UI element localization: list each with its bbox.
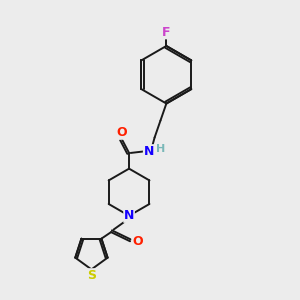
Text: F: F bbox=[162, 26, 171, 39]
Text: S: S bbox=[87, 269, 96, 282]
Text: N: N bbox=[124, 209, 134, 222]
Text: H: H bbox=[157, 144, 166, 154]
Text: O: O bbox=[117, 126, 127, 139]
Text: O: O bbox=[132, 235, 142, 248]
Text: N: N bbox=[143, 145, 154, 158]
